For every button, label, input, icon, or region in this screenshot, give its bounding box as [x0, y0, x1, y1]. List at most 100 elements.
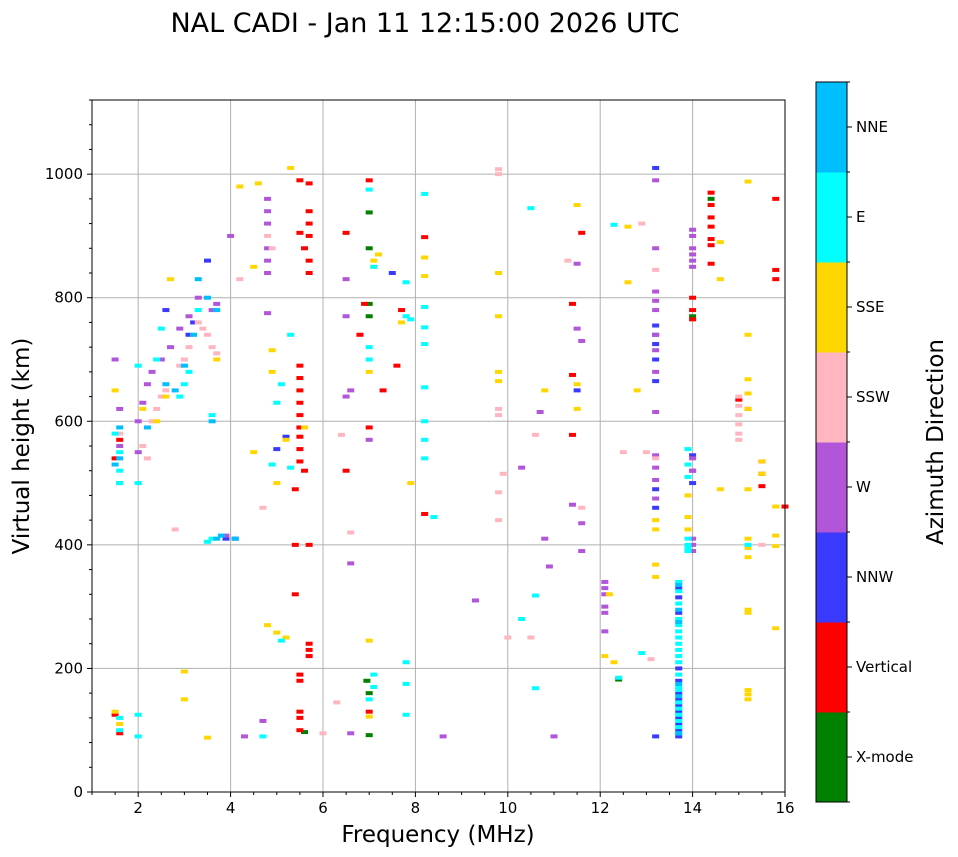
echo-mark-w — [652, 465, 660, 470]
echo-mark-ssw — [735, 413, 743, 418]
echo-mark-w — [652, 308, 660, 313]
echo-mark-w — [518, 465, 526, 470]
echo-mark-e — [402, 712, 410, 717]
echo-mark-w — [139, 400, 147, 405]
y-tick-label: 200 — [54, 659, 83, 677]
echo-mark-sse — [744, 697, 752, 702]
echo-mark-vertical — [342, 468, 350, 473]
echo-mark-nnw — [388, 271, 396, 275]
echo-mark-sse — [407, 481, 415, 486]
echo-mark-e — [675, 712, 683, 717]
echo-mark-vertical — [707, 203, 715, 208]
echo-mark-nne — [171, 388, 179, 393]
echo-mark-vertical — [116, 731, 124, 736]
echo-mark-nnw — [162, 308, 170, 313]
echo-mark-w — [116, 406, 124, 411]
echo-mark-w — [176, 326, 184, 331]
echo-mark-sse — [495, 369, 503, 374]
echo-mark-ssw — [236, 277, 244, 282]
echo-mark-sse — [139, 406, 147, 411]
echo-mark-w — [185, 314, 193, 319]
echo-mark-e — [527, 206, 535, 211]
echo-mark-vertical — [296, 413, 304, 418]
echo-mark-vertical — [111, 456, 119, 461]
echo-mark-nnw — [689, 481, 697, 486]
echo-mark-vertical — [305, 641, 313, 646]
echo-mark-vertical — [296, 672, 304, 677]
colorbar-tick-label: NNE — [856, 118, 888, 136]
echo-mark-vertical — [707, 237, 715, 242]
echo-mark-w — [134, 419, 142, 424]
echo-mark-sse — [573, 203, 581, 208]
echo-mark-w — [689, 258, 697, 263]
echo-mark-sse — [273, 630, 281, 635]
echo-mark-vertical — [296, 709, 304, 714]
echo-mark-vertical — [365, 178, 373, 183]
echo-mark-sse — [301, 425, 309, 430]
echo-mark-sse — [573, 382, 581, 387]
echo-mark-e — [407, 317, 415, 322]
echo-mark-w — [541, 536, 549, 541]
echo-mark-w — [689, 246, 697, 251]
x-tick-label: 2 — [133, 799, 143, 817]
echo-mark-e — [684, 542, 692, 547]
echo-mark-sse — [744, 487, 752, 492]
echo-mark-vertical — [305, 271, 313, 275]
echo-mark-ssw — [527, 635, 535, 640]
echo-mark-sse — [250, 450, 258, 455]
echo-mark-vertical — [291, 542, 299, 547]
echo-mark-vertical — [305, 181, 313, 186]
echo-mark-vertical — [758, 484, 766, 489]
echo-mark-vertical — [421, 511, 429, 516]
echo-mark-w — [578, 521, 586, 526]
echo-mark-nnw — [675, 586, 683, 591]
echo-mark-vertical — [111, 712, 119, 717]
echo-mark-e — [675, 688, 683, 693]
echo-mark-e — [675, 700, 683, 705]
echo-mark-vertical — [305, 221, 313, 226]
echo-mark-nnw — [675, 715, 683, 720]
echo-mark-vertical — [305, 233, 313, 238]
echo-mark-ssw — [259, 505, 267, 510]
echo-mark-sse — [250, 264, 258, 269]
echo-mark-e — [134, 363, 142, 368]
echo-mark-w — [347, 731, 355, 736]
echo-mark-vertical — [296, 376, 304, 381]
echo-mark-e — [675, 629, 683, 634]
echo-mark-e — [273, 400, 281, 405]
echo-mark-nnw — [190, 320, 198, 325]
echo-mark-e — [684, 549, 692, 554]
colorbar-tick-label: NNW — [856, 568, 893, 586]
echo-mark-vertical — [735, 397, 743, 402]
echo-mark-sse — [180, 669, 188, 674]
x-tick-label: 12 — [591, 799, 610, 817]
echo-mark-ssw — [495, 413, 503, 418]
echo-mark-e — [675, 579, 683, 584]
echo-mark-nnw — [675, 722, 683, 727]
echo-mark-w — [439, 734, 447, 739]
echo-mark-nne — [116, 456, 124, 461]
echo-mark-e — [277, 638, 285, 643]
echo-mark-ssw — [153, 406, 161, 411]
echo-mark-sse — [744, 692, 752, 697]
echo-mark-e — [675, 654, 683, 659]
echo-mark-vertical — [296, 728, 304, 733]
echo-mark-e — [208, 413, 216, 418]
echo-mark-vertical — [305, 647, 313, 652]
echo-mark-w — [652, 453, 660, 458]
echo-mark-sse — [744, 406, 752, 411]
echo-mark-sse — [421, 274, 429, 279]
echo-mark-vertical — [707, 243, 715, 248]
echo-mark-w — [264, 221, 272, 226]
echo-mark-x-mode — [363, 678, 371, 683]
echo-mark-e — [675, 589, 683, 594]
echo-mark-ssw — [652, 456, 660, 461]
echo-mark-e — [684, 474, 692, 479]
echo-mark-w — [689, 456, 697, 461]
echo-mark-e — [421, 419, 429, 424]
echo-mark-sse — [744, 391, 752, 396]
echo-mark-nnw — [282, 434, 290, 439]
echo-mark-w — [689, 227, 697, 232]
echo-mark-ssw — [495, 167, 503, 172]
